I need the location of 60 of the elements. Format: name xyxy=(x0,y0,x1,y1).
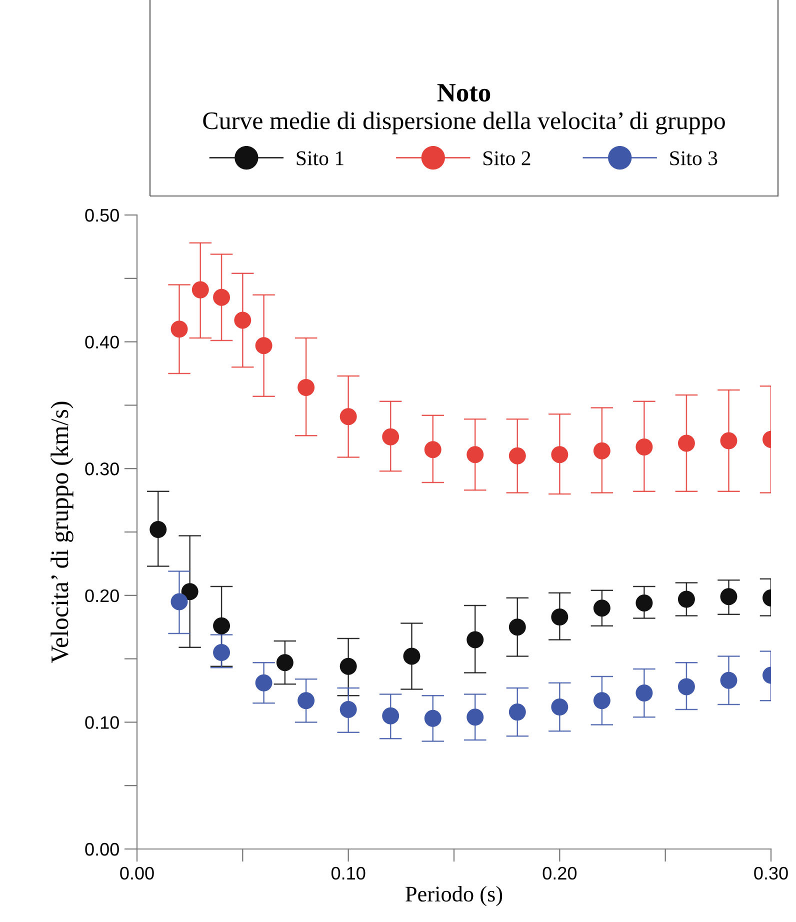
point xyxy=(720,588,738,606)
point xyxy=(170,593,188,610)
x-axis-title: Periodo (s) xyxy=(406,886,502,906)
point xyxy=(424,710,442,727)
point xyxy=(593,692,610,710)
point xyxy=(508,704,526,721)
x-tick-label: 0.20 xyxy=(542,866,577,880)
point xyxy=(298,378,315,396)
point xyxy=(551,698,568,716)
point xyxy=(213,617,230,634)
point xyxy=(508,618,526,636)
point xyxy=(276,654,294,672)
point xyxy=(403,648,420,665)
point xyxy=(678,434,695,452)
y-tick-label: 0.40 xyxy=(85,336,119,349)
point xyxy=(720,672,738,689)
point xyxy=(234,312,252,329)
x-tick-label: 0.30 xyxy=(754,866,788,880)
point xyxy=(181,583,198,600)
point xyxy=(636,594,653,612)
point xyxy=(466,631,484,648)
legend-label: Sito 2 xyxy=(484,151,530,166)
point xyxy=(678,590,695,608)
point xyxy=(340,658,357,675)
point xyxy=(551,446,568,464)
point xyxy=(298,692,315,710)
point xyxy=(340,701,357,718)
point xyxy=(192,281,209,298)
x-tick-label: 0.00 xyxy=(120,866,154,880)
point xyxy=(255,674,272,692)
point xyxy=(170,320,188,338)
point xyxy=(340,408,357,426)
point xyxy=(150,520,167,538)
point xyxy=(424,441,442,458)
point xyxy=(678,678,695,696)
legend-label: Sito 1 xyxy=(296,151,344,166)
point xyxy=(213,644,230,661)
point xyxy=(551,608,568,626)
y-tick-label: 0.10 xyxy=(85,716,119,729)
y-tick-label: 0.50 xyxy=(85,208,119,222)
y-tick-label: 0.30 xyxy=(85,462,119,476)
point xyxy=(593,600,610,617)
point xyxy=(466,708,484,726)
point xyxy=(508,447,526,464)
x-tick-label: 0.10 xyxy=(331,866,366,880)
point xyxy=(636,684,653,702)
point xyxy=(213,288,230,306)
chart-title: Noto xyxy=(437,84,490,102)
point xyxy=(720,432,738,450)
point xyxy=(593,442,610,460)
y-axis-title: Velocita’ di gruppo (km/s) xyxy=(50,402,74,664)
point xyxy=(466,446,484,464)
chart-subtitle: Curve medie di dispersione della velocita’ di gruppo xyxy=(203,112,725,134)
point xyxy=(382,707,400,724)
point xyxy=(255,337,272,354)
point xyxy=(382,428,400,446)
y-tick-label: 0.20 xyxy=(85,589,119,602)
point xyxy=(636,438,653,456)
y-tick-label: 0.00 xyxy=(85,842,119,856)
legend-label: Sito 3 xyxy=(670,151,718,166)
